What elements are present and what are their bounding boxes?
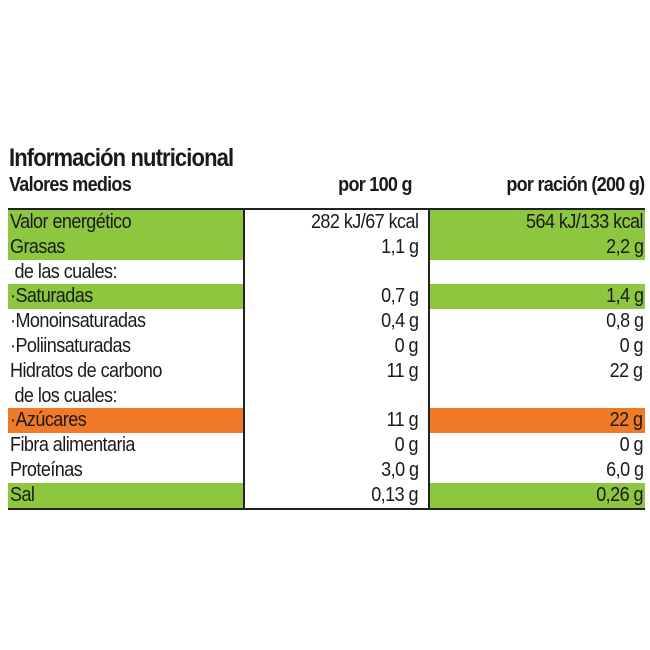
nutrient-label: ·Poliinsaturadas	[10, 334, 131, 357]
value-per-serving-cell: 6,0 g	[430, 458, 645, 483]
value-per-serving: 0,26 g	[596, 483, 643, 506]
value-per100: 0,4 g	[380, 310, 419, 333]
nutrient-label: Fibra alimentaria	[10, 434, 135, 457]
value-per100-cell	[245, 260, 428, 285]
value-per-serving: 564 kJ/133 kcal	[526, 211, 644, 233]
nutrient-label: ·Saturadas	[10, 285, 93, 308]
value-per100: 1,1 g	[380, 235, 419, 258]
table-row: Grasas 1,1 g 2,2 g	[8, 234, 645, 260]
page-title: Información nutricional	[9, 144, 234, 172]
nutrient-label-cell: de los cuales:	[8, 384, 243, 409]
value-per100-cell: 0,7 g	[245, 284, 428, 309]
table-row: Proteínas 3,0 g 6,0 g	[8, 458, 645, 483]
nutrient-label: Proteínas	[10, 458, 83, 481]
value-per-serving-cell: 0 g	[430, 433, 645, 458]
value-per100-cell	[245, 384, 428, 409]
nutrient-label: Valor energético	[10, 211, 132, 233]
value-per-serving: 2,2 g	[605, 235, 644, 258]
value-per-serving: 22 g	[610, 359, 643, 382]
value-per-serving-cell: 1,4 g	[430, 284, 645, 310]
table-row: Hidratos de carbono 11 g 22 g	[8, 359, 645, 384]
nutrient-label-cell: Fibra alimentaria	[8, 433, 243, 458]
value-per-serving-cell: 0,8 g	[430, 309, 645, 334]
nutrient-label-cell: ·Azúcares	[8, 408, 243, 434]
value-per-serving-cell	[430, 260, 645, 285]
nutrient-label-cell: Grasas	[8, 234, 243, 260]
nutrient-label-cell: Proteínas	[8, 458, 243, 483]
value-per100-cell: 11 g	[245, 408, 428, 433]
nutrient-label-cell: Sal	[8, 482, 243, 508]
value-per100-cell: 0 g	[245, 334, 428, 359]
nutrient-label: Grasas	[10, 235, 65, 258]
value-per-serving: 22 g	[610, 409, 643, 432]
column-divider	[243, 210, 245, 508]
header-label: Valores medios	[9, 174, 132, 196]
nutrient-label: de las cuales:	[10, 260, 117, 283]
value-per-serving: 0 g	[619, 334, 644, 357]
nutrient-label-cell: Hidratos de carbono	[8, 359, 243, 384]
value-per100: 0,13 g	[371, 483, 418, 506]
nutrient-label: ·Monoinsaturadas	[10, 310, 146, 333]
table-row: ·Saturadas 0,7 g 1,4 g	[8, 284, 645, 310]
nutrition-table: Valor energético 282 kJ/67 kcal 564 kJ/133…	[8, 208, 645, 510]
value-per100-cell: 0,4 g	[245, 309, 428, 334]
table-row: ·Azúcares 11 g 22 g	[8, 408, 645, 434]
nutrient-label-cell: ·Poliinsaturadas	[8, 334, 243, 359]
header-per100: por 100 g	[338, 174, 412, 196]
table-row: de los cuales:	[8, 384, 645, 409]
table-row: Valor energético 282 kJ/67 kcal 564 kJ/133…	[8, 210, 645, 235]
value-per-serving: 0,8 g	[605, 310, 644, 333]
value-per100-cell: 11 g	[245, 359, 428, 384]
value-per100-cell: 3,0 g	[245, 458, 428, 483]
nutrient-label-cell: ·Saturadas	[8, 284, 243, 310]
table-row: ·Monoinsaturadas 0,4 g 0,8 g	[8, 309, 645, 334]
value-per-serving-cell: 2,2 g	[430, 234, 645, 260]
nutrient-label-cell: Valor energético	[8, 210, 243, 235]
nutrient-label: ·Azúcares	[10, 409, 87, 432]
value-per100-cell: 1,1 g	[245, 235, 428, 260]
value-per100-cell: 0 g	[245, 433, 428, 458]
value-per100: 3,0 g	[380, 458, 419, 481]
value-per100: 0 g	[394, 334, 419, 357]
value-per-serving-cell: 0,26 g	[430, 482, 645, 508]
value-per-serving-cell	[430, 384, 645, 409]
value-per100: 11 g	[386, 359, 418, 382]
table-row: Sal 0,13 g 0,26 g	[8, 482, 645, 508]
value-per100-cell: 0,13 g	[245, 483, 428, 508]
value-per-serving-cell: 22 g	[430, 359, 645, 384]
value-per-serving-cell: 0 g	[430, 334, 645, 359]
value-per-serving-cell: 22 g	[430, 408, 645, 434]
nutrient-label-cell: ·Monoinsaturadas	[8, 309, 243, 334]
nutrient-label: Hidratos de carbono	[10, 359, 162, 382]
value-per-serving-cell: 564 kJ/133 kcal	[430, 210, 645, 235]
table-row: ·Poliinsaturadas 0 g 0 g	[8, 334, 645, 359]
nutrient-label: Sal	[10, 483, 35, 506]
value-per100: 0 g	[394, 434, 419, 457]
value-per-serving: 6,0 g	[605, 458, 644, 481]
value-per100: 282 kJ/67 kcal	[310, 211, 418, 233]
table-row: de las cuales:	[8, 260, 645, 285]
value-per100: 0,7 g	[380, 285, 419, 308]
nutrient-label: de los cuales:	[10, 384, 117, 407]
value-per-serving: 0 g	[619, 434, 644, 457]
value-per-serving: 1,4 g	[605, 285, 644, 308]
column-divider	[428, 210, 430, 508]
value-per100-cell: 282 kJ/67 kcal	[245, 210, 428, 235]
nutrient-label-cell: de las cuales:	[8, 260, 243, 285]
table-row: Fibra alimentaria 0 g 0 g	[8, 433, 645, 458]
value-per100: 11 g	[386, 409, 418, 432]
header-per-serving: por ración (200 g)	[505, 174, 645, 196]
